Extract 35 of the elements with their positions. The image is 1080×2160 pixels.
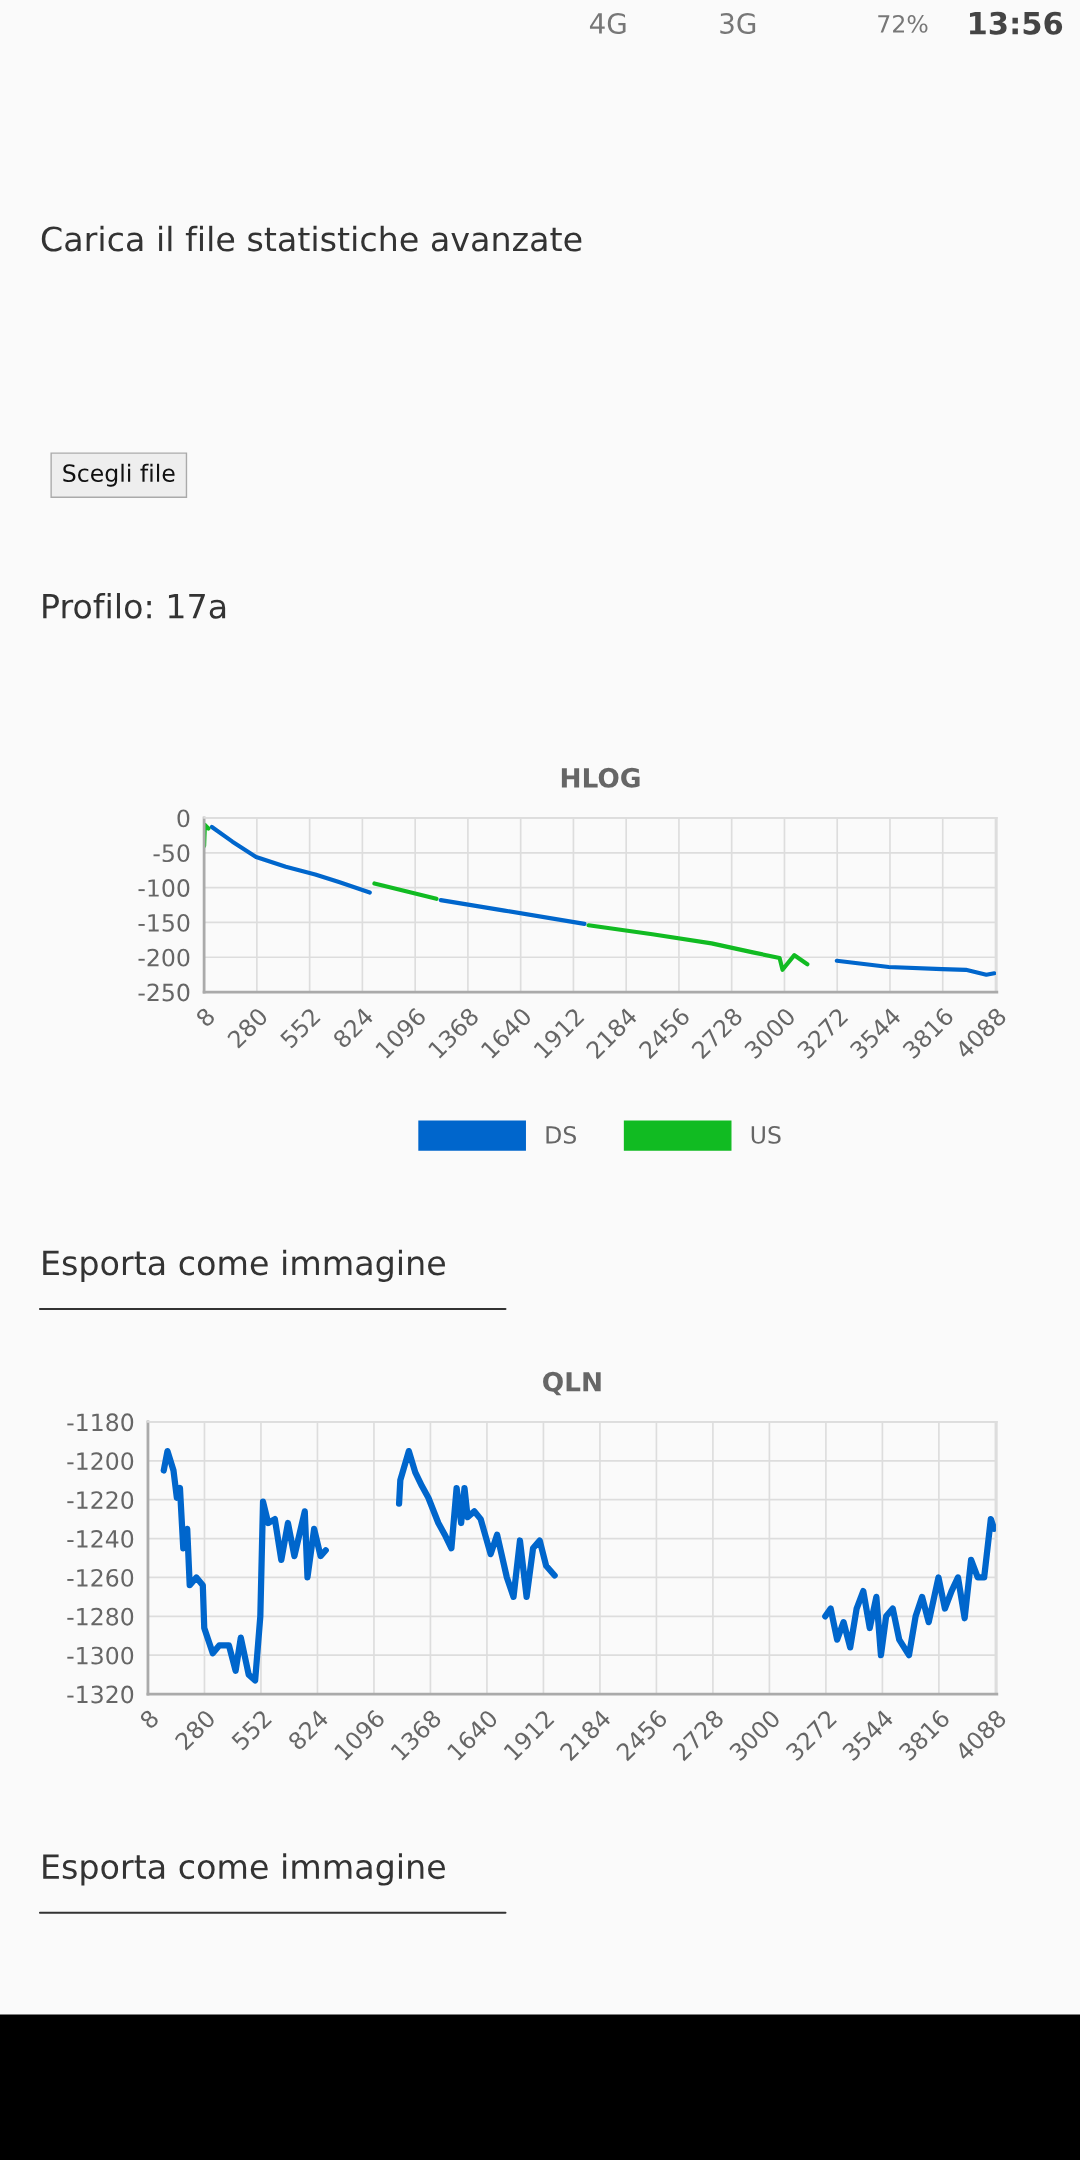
- text: 72%: [878, 14, 928, 33]
- x-tick-label: 552: [279, 1007, 321, 1049]
- y-tick-label: -100: [138, 879, 190, 897]
- x-tick-label: 824: [287, 1708, 330, 1751]
- text: 4G: [589, 12, 626, 34]
- y-tick-label: -250: [138, 983, 190, 1002]
- legend-label: US: [751, 1125, 781, 1144]
- y-tick-label: -1200: [67, 1452, 134, 1471]
- x-tick-label: 280: [174, 1708, 217, 1751]
- chart-title: HLOG: [561, 767, 640, 788]
- y-tick-label: 0: [177, 809, 190, 828]
- x-tick-label: 552: [230, 1709, 273, 1751]
- x-tick-label: 280: [226, 1006, 269, 1049]
- y-tick-label: -200: [138, 948, 190, 967]
- y-tick-label: -1180: [67, 1413, 134, 1432]
- y-tick-label: -1260: [67, 1568, 134, 1587]
- text: 13:56: [969, 11, 1063, 35]
- x-tick-label: 8: [138, 1708, 160, 1730]
- y-tick-label: -1300: [67, 1646, 134, 1665]
- y-tick-label: -1220: [67, 1491, 134, 1509]
- y-tick-label: -50: [153, 844, 190, 863]
- legend-label: DS: [546, 1125, 576, 1144]
- y-tick-label: -1240: [67, 1530, 134, 1548]
- text: Carica il file statistiche avanzate: [41, 225, 582, 252]
- x-tick-label: 8: [194, 1006, 216, 1028]
- x-tick-label: 824: [331, 1006, 375, 1049]
- y-tick-label: -1280: [67, 1607, 134, 1626]
- chart-title: QLN: [543, 1371, 601, 1396]
- text: Esporta come immagine: [43, 1853, 445, 1886]
- y-tick-label: -1320: [67, 1685, 134, 1704]
- text: 3G: [720, 12, 756, 34]
- text: Esporta come immagine: [43, 1249, 445, 1282]
- text: Scegli file: [63, 463, 175, 487]
- text: Profilo: 17a: [43, 592, 226, 619]
- y-tick-label: -150: [138, 913, 190, 932]
